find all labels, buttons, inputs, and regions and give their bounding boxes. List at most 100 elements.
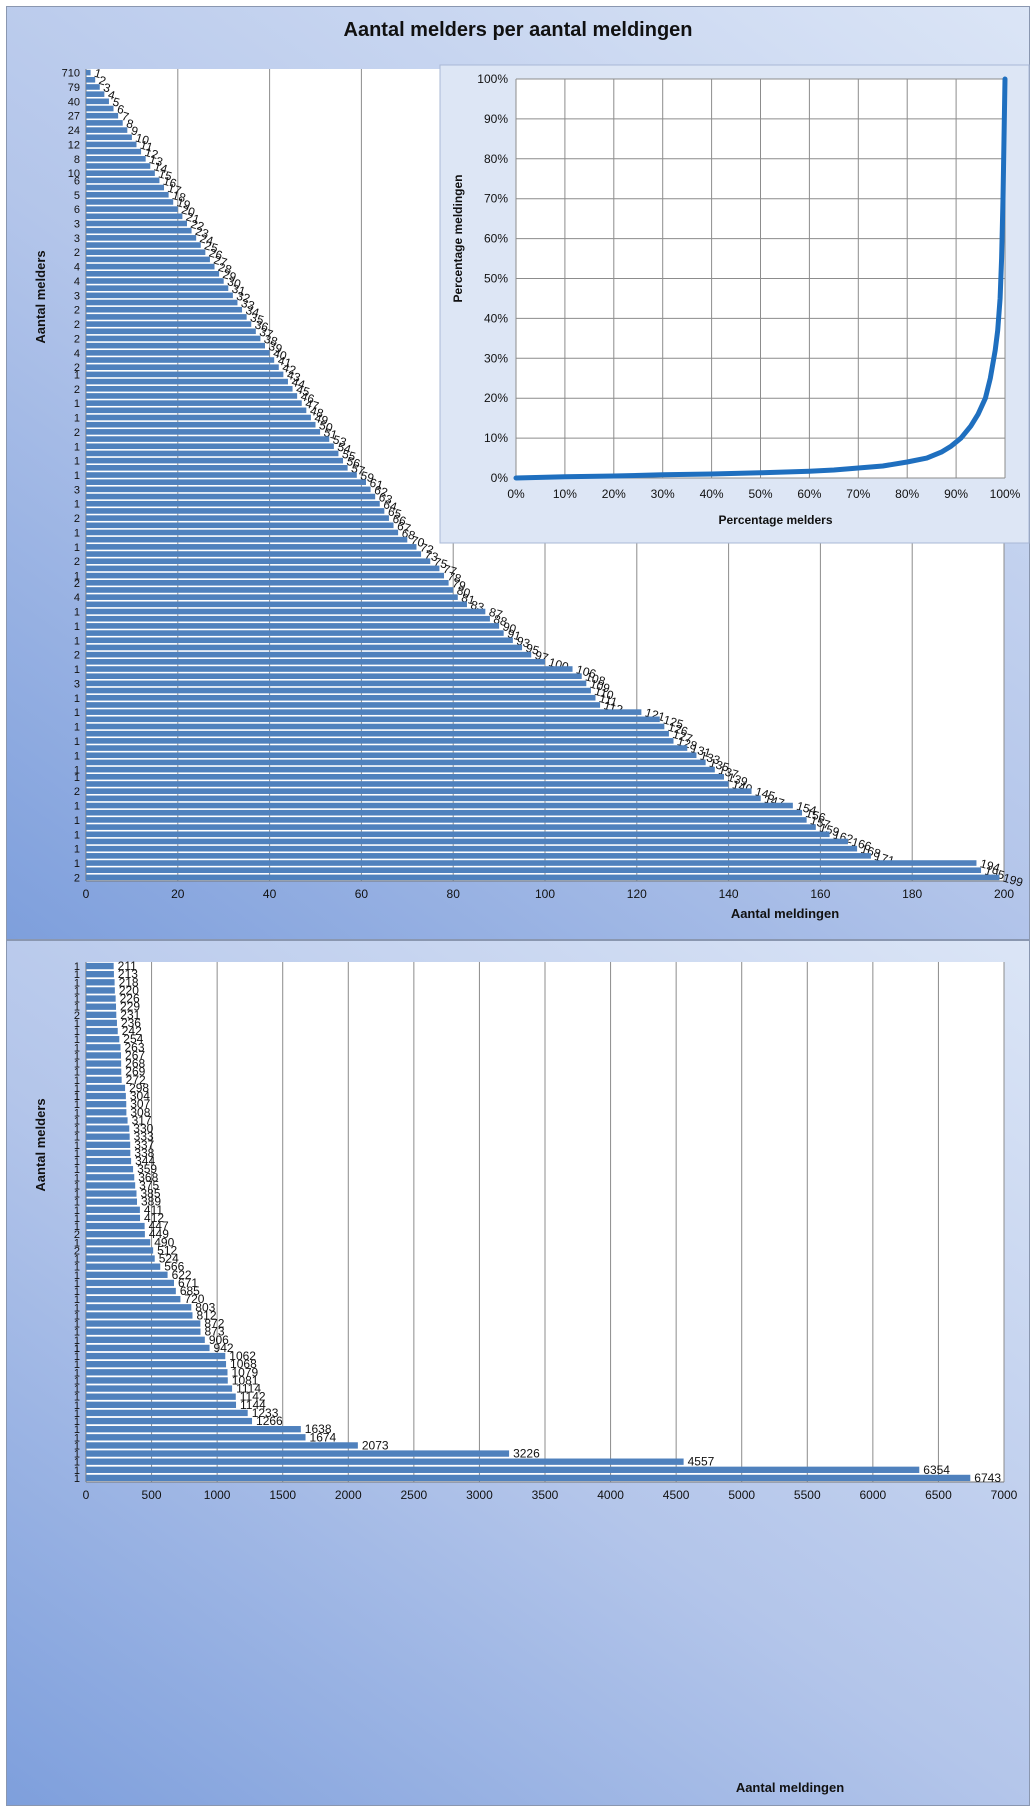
data-label: 40 [272,346,289,363]
bar [86,730,669,737]
data-label: 333 [134,1130,154,1144]
y-tick-label: 1 [74,664,80,676]
y-tick-label: 1 [74,1099,80,1111]
bar [86,371,284,378]
data-label: 41 [276,353,293,370]
bar [86,1157,132,1165]
bar [86,774,725,780]
bar [86,191,169,198]
bar [86,987,115,994]
data-label: 37 [258,325,275,342]
y-tick-label: 1 [74,1067,80,1079]
bar [86,572,445,579]
inset-y-tick-label: 70% [484,192,508,206]
y-tick-label: 1 [74,985,80,997]
y-tick-label: 1 [74,1310,80,1322]
data-label: 1068 [230,1357,257,1371]
y-tick-label: 1 [74,1156,80,1168]
data-label: 1114 [236,1382,261,1396]
y-tick-label: 1 [74,1392,80,1404]
bar [86,242,201,248]
y-tick-label: 1 [74,1124,80,1136]
bar [86,148,142,155]
bar [86,615,490,622]
data-label: 344 [135,1154,155,1168]
x-tick-label: 140 [719,887,739,901]
y-tick-label: 1 [74,1262,80,1274]
data-label: 308 [130,1105,150,1119]
data-label: 1144 [240,1398,266,1412]
y-tick-label: 1 [74,1148,80,1160]
y-tick-label: 1 [74,736,80,748]
bar [86,1239,151,1246]
data-label: 15 [157,166,174,183]
y-tick-label: 1 [74,1270,80,1282]
x-tick-label: 4500 [663,1488,690,1502]
data-label: 242 [122,1024,142,1038]
x-tick-label: 0 [83,1488,90,1502]
data-label: 25 [203,238,220,255]
bar [86,795,761,802]
bar [86,709,642,715]
inset-y-tick-label: 100% [477,72,508,86]
y-axis-title: Aantal melders [33,1098,48,1191]
bar [86,666,573,672]
data-label: 156 [804,806,827,825]
y-tick-label: 2 [74,384,80,396]
bar [86,292,233,299]
data-label: 109 [588,677,611,696]
bar [86,450,339,457]
data-label: 10 [134,131,151,148]
inset-y-tick-label: 20% [484,391,508,405]
x-tick-label: 20 [171,887,185,901]
data-label: 412 [144,1211,164,1225]
bar [86,1344,210,1352]
y-tick-label: 3 [74,233,80,245]
bar [86,436,330,442]
bar [86,220,187,227]
bar [86,127,128,133]
bar [86,809,803,816]
bar [86,1466,920,1473]
data-label: 48 [308,404,325,421]
bar [86,536,408,543]
bar [86,845,858,852]
x-tick-label: 6000 [860,1488,887,1502]
bar [86,1084,126,1092]
data-label: 34 [244,303,261,320]
data-label: 1142 [240,1390,266,1404]
bar [86,342,266,349]
data-label: 9 [129,123,140,138]
y-tick-label: 1 [74,499,80,511]
y-tick-label: 1 [74,1278,80,1290]
data-label: 38 [262,332,279,349]
x-tick-label: 120 [627,887,647,901]
y-tick-label: 1 [74,1351,80,1363]
y-tick-label: 1 [74,1197,80,1209]
y-tick-label: 1 [74,1026,80,1038]
bar [86,306,243,313]
bar [86,249,206,256]
data-label: 62 [373,483,390,500]
data-label: 447 [149,1219,169,1233]
data-label: 213 [118,967,138,981]
data-label: 31 [230,281,247,298]
bar [86,76,96,83]
bar [86,752,697,759]
bar [86,278,224,284]
bar [86,378,288,385]
inset-x-axis-title: Percentage melders [718,513,832,527]
data-label: 330 [133,1122,153,1136]
data-label: 45 [295,382,312,399]
bar [86,1450,510,1457]
bar [86,328,256,335]
y-tick-label: 1 [74,542,80,554]
bar [86,1109,127,1116]
bar [86,644,523,651]
y-tick-label: 1 [74,1254,80,1266]
y-tick-label: 4 [74,262,80,274]
data-label: 449 [149,1227,169,1241]
bar [86,1312,193,1319]
y-tick-label: 3 [74,290,80,302]
data-label: 11 [139,138,155,155]
